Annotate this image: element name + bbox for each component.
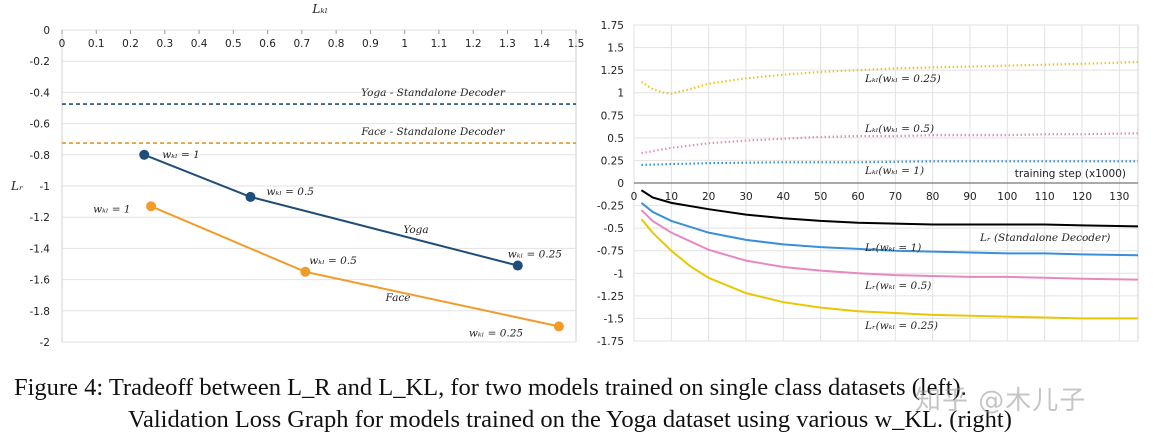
x-tick-label: 50 xyxy=(814,191,827,203)
y-axis-label: Lᵣ xyxy=(10,179,23,193)
data-point-label: wₖₗ = 0.5 xyxy=(309,255,357,267)
series-label: Lₖₗ(wₖₗ = 0.25) xyxy=(864,73,941,85)
y-tick-label: -2 xyxy=(40,337,50,349)
x-tick-label: 70 xyxy=(889,191,902,203)
data-point xyxy=(512,260,523,271)
y-tick-label: 0.5 xyxy=(607,133,624,145)
x-tick-label: 110 xyxy=(1035,191,1055,203)
y-tick-label: 0 xyxy=(43,25,50,37)
series-label: Lₖₗ(wₖₗ = 0.5) xyxy=(864,123,934,135)
x-tick-label: 1.1 xyxy=(431,38,448,50)
x-tick-label: 0.3 xyxy=(156,38,173,50)
series-line xyxy=(640,202,1139,257)
data-point-label: wₖₗ = 1 xyxy=(93,203,131,215)
y-tick-label: -1.2 xyxy=(30,212,51,224)
y-tick-label: -1.25 xyxy=(597,291,624,303)
data-point xyxy=(139,149,150,160)
left-chart-tradeoff: 0 -0.2 -0.4 -0.6 -0.8 -1 -1.2 -1.4 -1.6 -1.8 -2 0 0.… xyxy=(10,2,585,349)
y-tick-label: 1.75 xyxy=(601,20,624,32)
y-tick-label: -0.2 xyxy=(30,56,51,68)
y-tick-label: -1.6 xyxy=(30,275,51,287)
x-tick-label: 0.2 xyxy=(122,38,139,50)
x-axis-label: Lₖₗ xyxy=(311,2,327,16)
series-line xyxy=(641,132,1139,155)
y-tick-label: -0.4 xyxy=(30,87,51,99)
x-axis-label: training step (x1000) xyxy=(1015,168,1126,180)
x-tick-label: 0 xyxy=(59,38,66,50)
caption-line-1: Figure 4: Tradeoff between L_R and L_KL,… xyxy=(14,374,967,401)
x-tick-label: 1 xyxy=(401,38,408,50)
caption-line-2: Validation Loss Graph for models trained… xyxy=(128,406,1012,433)
series-name-label: Yoga xyxy=(403,224,428,236)
y-tick-label: -1.75 xyxy=(597,336,624,348)
x-tick-label: 0.1 xyxy=(88,38,105,50)
y-tick-label: -0.5 xyxy=(604,223,625,235)
series-label: Lᵣ(wₖₗ = 1) xyxy=(864,242,921,254)
series-label: Lᵣ(wₖₗ = 0.25) xyxy=(864,320,938,332)
x-tick-label: 120 xyxy=(1072,191,1092,203)
y-tick-label: -1.8 xyxy=(30,306,51,318)
x-tick-label: 1.3 xyxy=(499,38,516,50)
series-line xyxy=(640,209,1139,281)
x-tick-label: 1.2 xyxy=(465,38,482,50)
x-tick-label: 20 xyxy=(702,191,715,203)
y-tick-label: 1.25 xyxy=(601,65,624,77)
data-point xyxy=(553,321,564,332)
series-line xyxy=(640,189,1139,228)
y-tick-label: 0.75 xyxy=(601,110,624,122)
x-tick-label: 0.6 xyxy=(259,38,276,50)
series-label: Lₖₗ(wₖₗ = 1) xyxy=(864,165,924,177)
y-tick-label: -1.5 xyxy=(604,313,625,325)
y-tick-label: 1.5 xyxy=(607,43,624,55)
x-tick-label: 1.5 xyxy=(568,38,585,50)
x-tick-label: 60 xyxy=(851,191,864,203)
y-tick-label: -0.75 xyxy=(597,246,624,258)
y-tick-label: -1.4 xyxy=(30,243,51,255)
right-chart-validation-loss: 1.75 1.5 1.25 1 0.75 0.5 0.25 0 -0.25 -0.5 -0.75 -1… xyxy=(597,20,1139,348)
x-tick-label: 0.9 xyxy=(362,38,379,50)
y-tick-label: -0.6 xyxy=(30,119,51,131)
series-line xyxy=(641,160,1138,167)
y-tick-label: 0 xyxy=(617,178,624,190)
x-tick-label: 0.7 xyxy=(294,38,311,50)
data-point-label: wₖₗ = 0.25 xyxy=(508,249,563,261)
data-point-label: wₖₗ = 1 xyxy=(162,149,200,161)
x-tick-label: 90 xyxy=(963,191,976,203)
reference-line-label: Face - Standalone Decoder xyxy=(360,126,505,138)
x-tick-label: 0.5 xyxy=(225,38,242,50)
x-tick-label: 0 xyxy=(631,191,638,203)
x-tick-label: 130 xyxy=(1109,191,1129,203)
x-tick-label: 0.8 xyxy=(328,38,345,50)
series-name-label: Face xyxy=(385,292,411,304)
y-tick-label: -1 xyxy=(614,268,624,280)
data-point xyxy=(245,191,256,202)
y-tick-label: 0.25 xyxy=(601,155,624,167)
y-tick-label: -1 xyxy=(40,181,50,193)
x-tick-label: 40 xyxy=(777,191,790,203)
y-tick-label: 1 xyxy=(617,88,624,100)
x-tick-label: 80 xyxy=(926,191,939,203)
data-point-label: wₖₗ = 0.25 xyxy=(469,327,524,339)
watermark-text: 知乎 @木儿子 xyxy=(915,386,1087,416)
y-tick-label: -0.25 xyxy=(597,201,624,213)
y-tick-label: -0.8 xyxy=(30,150,51,162)
series-line xyxy=(640,218,1138,320)
x-tick-label: 1.4 xyxy=(533,38,550,50)
data-point xyxy=(146,201,157,212)
series-label: Lᵣ(wₖₗ = 0.5) xyxy=(864,280,931,292)
x-tick-label: 10 xyxy=(665,191,678,203)
series-label: Lᵣ (Standalone Decoder) xyxy=(979,232,1110,244)
x-tick-label: 0.4 xyxy=(191,38,208,50)
reference-line-label: Yoga - Standalone Decoder xyxy=(361,87,506,99)
figure-caption: Figure 4: Tradeoff between L_R and L_KL,… xyxy=(14,372,1149,436)
data-point-label: wₖₗ = 0.5 xyxy=(266,186,314,198)
x-tick-label: 30 xyxy=(739,191,752,203)
data-point xyxy=(300,266,311,277)
x-tick-label: 100 xyxy=(997,191,1017,203)
